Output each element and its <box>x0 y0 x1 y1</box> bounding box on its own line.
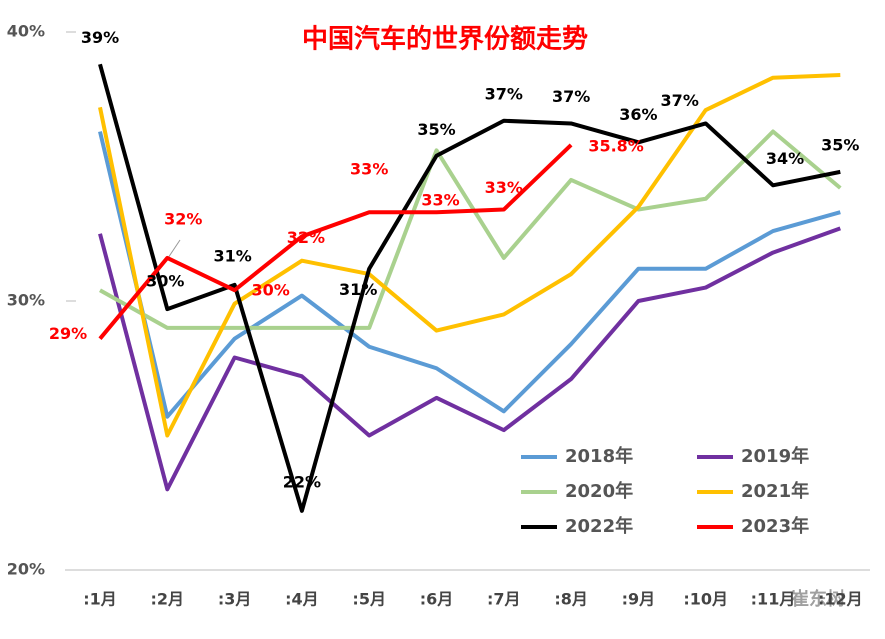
x-tick-label: :7月 <box>487 590 521 609</box>
x-tick-label: :5月 <box>352 590 386 609</box>
data-label: 35% <box>417 120 455 139</box>
x-tick-label: :8月 <box>554 590 588 609</box>
data-label: 31% <box>213 246 251 265</box>
data-label: 29% <box>49 324 87 343</box>
legend-label: 2020年 <box>565 480 633 502</box>
legend-label: 2019年 <box>741 445 809 467</box>
data-label: 37% <box>485 84 523 103</box>
data-label: 33% <box>350 160 388 179</box>
data-label: 30% <box>251 281 289 300</box>
data-label: 33% <box>485 178 523 197</box>
x-tick-label: :6月 <box>420 590 454 609</box>
x-tick-label: :12月 <box>818 590 863 609</box>
series-line <box>98 131 841 419</box>
data-label: 37% <box>552 87 590 106</box>
chart-title: 中国汽车的世界份额走势 <box>302 24 588 55</box>
legend-label: 2021年 <box>741 480 809 502</box>
x-tick-label: :4月 <box>285 590 319 609</box>
legend-label: 2022年 <box>565 515 633 537</box>
data-label: 30% <box>146 272 184 291</box>
x-tick-label: :10月 <box>683 590 728 609</box>
y-tick-label: 30% <box>7 291 45 310</box>
leader-line <box>167 239 181 259</box>
data-label: 35% <box>821 135 859 154</box>
data-label: 36% <box>619 105 657 124</box>
data-label: 39% <box>81 28 119 47</box>
data-label: 32% <box>164 209 202 228</box>
y-tick-label: 40% <box>7 22 45 41</box>
data-label: 22% <box>283 472 321 491</box>
legend-label: 2023年 <box>741 515 809 537</box>
x-tick-label: :9月 <box>622 590 656 609</box>
series-line <box>98 63 841 513</box>
data-label: 35.8% <box>588 136 644 155</box>
data-label: 34% <box>766 149 804 168</box>
y-tick-label: 20% <box>7 560 45 579</box>
legend-label: 2018年 <box>565 445 633 467</box>
data-label: 33% <box>421 191 459 210</box>
series-line <box>98 143 573 340</box>
watermark: 崔东树 <box>791 588 845 610</box>
series-line <box>98 226 841 492</box>
data-label: 37% <box>661 91 699 110</box>
x-tick-label: :1月 <box>83 590 117 609</box>
series-line <box>98 73 841 438</box>
data-label: 32% <box>287 228 325 247</box>
data-label: 31% <box>339 280 377 299</box>
x-tick-label: :2月 <box>151 590 185 609</box>
x-tick-label: :3月 <box>218 590 252 609</box>
x-tick-label: :11月 <box>751 590 796 609</box>
